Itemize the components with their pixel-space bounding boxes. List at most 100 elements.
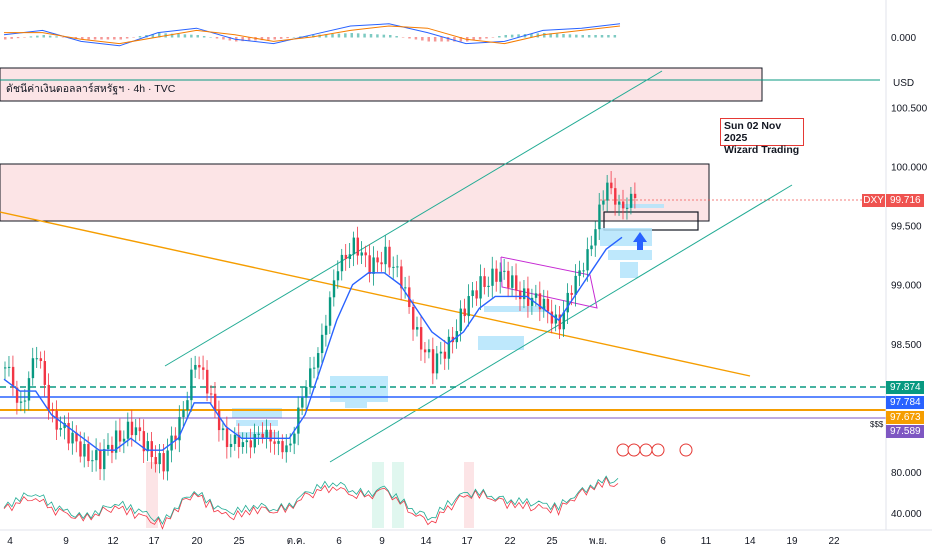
us-flag-event-icon[interactable] [639, 443, 653, 457]
candle-body [150, 441, 153, 458]
macd-histogram-bar [485, 37, 488, 39]
candle-body [471, 290, 474, 297]
macd-histogram-bar [530, 33, 533, 38]
price-scale-tick: 40.000 [891, 509, 922, 520]
candle-body [344, 254, 348, 260]
dollar-marker: $$$ [870, 420, 884, 429]
candle-body [23, 400, 27, 402]
candle-body [39, 358, 43, 362]
candle-body [138, 427, 142, 432]
candle-body [249, 440, 253, 448]
candle-body [213, 393, 217, 411]
time-scale-tick: 14 [744, 536, 756, 547]
candle-body [194, 364, 197, 370]
candle-body [51, 409, 54, 411]
macd-histogram-bar [331, 34, 334, 38]
candle-body [237, 434, 241, 447]
candle-body [277, 441, 280, 444]
price-scale-tick: 99.000 [891, 281, 922, 292]
candle-body [578, 270, 581, 276]
macd-histogram-bar [491, 37, 495, 38]
macd-histogram-bar [81, 37, 84, 40]
candle-body [313, 367, 316, 369]
macd-histogram-bar [247, 37, 251, 41]
time-scale-tick: 25 [233, 536, 245, 547]
candle-body [566, 292, 569, 313]
candle-body [15, 387, 19, 403]
candle-body [427, 349, 431, 353]
macd-histogram-bar [87, 37, 90, 40]
candle-body [598, 204, 601, 230]
macd-histogram-bar [170, 33, 174, 38]
candle-body [245, 440, 249, 443]
macd-histogram-bar [279, 37, 283, 39]
time-scale[interactable]: 4 9 12 17 20 25 ต.ค. 6 9 14 17 22 25 พ.ย. 6 11 14 19 22 [7, 536, 840, 547]
time-scale-tick: 11 [701, 536, 712, 547]
candle-body [396, 266, 399, 268]
us-flag-event-icon[interactable] [627, 443, 641, 457]
macd-histogram-bar [138, 36, 142, 38]
event-icons[interactable] [616, 443, 693, 457]
macd-histogram-bar [575, 34, 578, 38]
candle-body [206, 369, 209, 394]
candle-body [404, 287, 407, 289]
candle-body [388, 246, 391, 268]
candle-body [622, 201, 625, 209]
macd-histogram-bar [209, 37, 212, 38]
candle-body [467, 296, 470, 317]
candle-body [586, 249, 589, 271]
candle-body [447, 336, 451, 359]
supply-zone-main [0, 163, 710, 222]
candle-body [320, 334, 324, 354]
time-scale-tick: 20 [191, 536, 203, 547]
candle-body [507, 270, 510, 288]
time-scale-tick: 17 [148, 536, 160, 547]
up-arrow-icon [633, 232, 647, 250]
candle-body [305, 386, 308, 398]
macd-histogram-bar [292, 37, 296, 38]
symbol-title: ดัชนีค่าเงินดอลลาร์สหรัฐฯ · 4h · TVC [6, 83, 176, 95]
candle-body [202, 367, 205, 370]
time-scale-tick: 22 [828, 536, 840, 547]
macd-histogram-bar [472, 37, 475, 41]
price-scale-tick: 100.500 [891, 103, 928, 114]
candle-body [574, 275, 577, 295]
flash-event-icon[interactable] [616, 443, 630, 457]
price-scale-tick: 99.500 [891, 222, 922, 233]
macd-histogram-bar [382, 34, 386, 38]
us-flag-event-icon[interactable] [679, 443, 693, 457]
macd-histogram-bar [260, 37, 264, 41]
candle-body [67, 422, 70, 444]
annotation-note[interactable]: Sun 02 Nov 2025 Wizard Trading [720, 118, 804, 156]
price-scale[interactable]: 0.000100.500100.00099.50099.00098.50098.… [891, 33, 928, 520]
candle-body [515, 275, 518, 291]
note-author: Wizard Trading [724, 144, 800, 156]
rsi-signal-line [3, 476, 619, 530]
macd-histogram-bar [543, 33, 546, 38]
macd-histogram [4, 33, 617, 42]
candle-body [352, 237, 356, 255]
candle-body [146, 441, 150, 452]
macd-histogram-bar [600, 35, 604, 38]
price-scale-tick: 0.000 [891, 33, 916, 44]
macd-histogram-bar [350, 33, 353, 38]
macd-histogram-bar [498, 36, 501, 38]
candle-body [554, 314, 558, 324]
candle-body [368, 255, 371, 274]
candle-body [503, 270, 506, 272]
candle-body [79, 441, 82, 457]
macd-histogram-bar [446, 37, 450, 42]
candle-body [416, 327, 419, 330]
candle-body [443, 351, 447, 359]
macd-histogram-bar [16, 37, 20, 39]
macd-histogram-bar [594, 35, 597, 38]
candle-body [463, 308, 466, 317]
us-flag-event-icon[interactable] [651, 443, 665, 457]
macd-line [3, 23, 621, 47]
macd-histogram-bar [421, 37, 424, 41]
candle-body [253, 433, 256, 448]
candle-body [629, 193, 633, 208]
macd-histogram-bar [29, 36, 33, 38]
candle-body [618, 201, 621, 205]
